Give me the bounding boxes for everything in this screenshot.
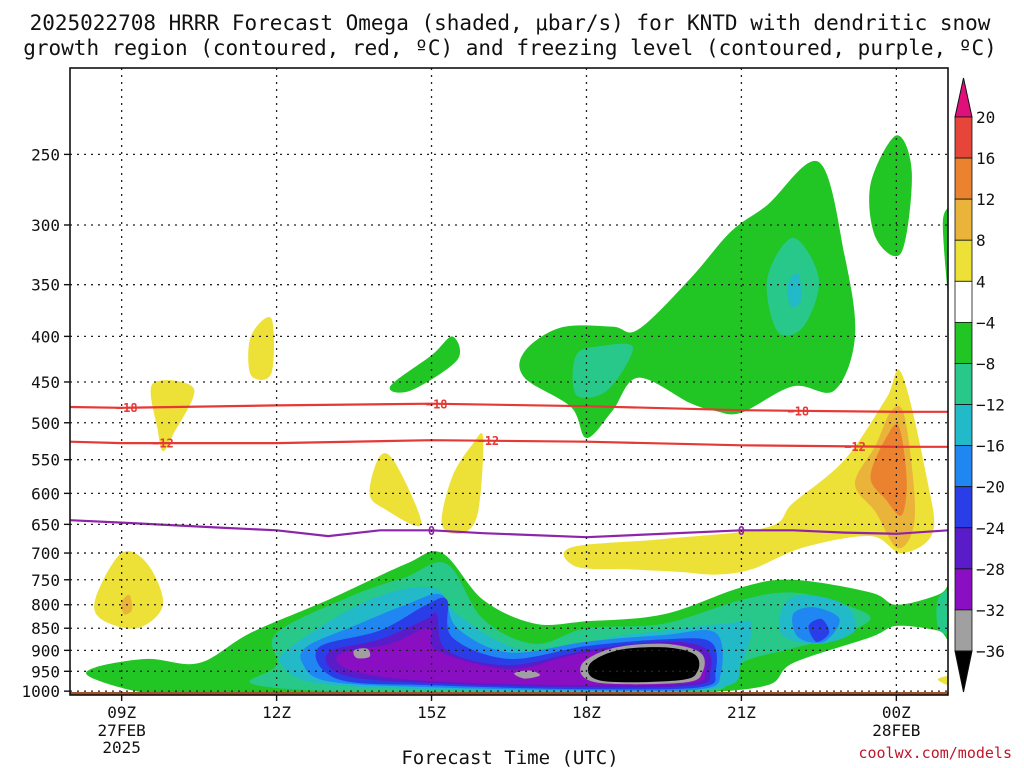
omega-region-16 [942,207,948,296]
y-tick-label-450: 450 [31,373,60,392]
colorbar-segment-12 [954,609,973,652]
colorbar-segment-10 [954,527,973,570]
omega-region-32 [587,647,700,683]
colorbar-label-11: −28 [976,560,1005,579]
colorbar-segment-6 [954,363,973,405]
dendritic-isotherm-0-label-1: −18 [426,397,448,411]
x-tick-sublabel-09Z-0: 27FEB [98,721,146,740]
y-tick-label-850: 850 [31,619,60,638]
omega-region-12 [572,343,634,398]
y-tick-label-750: 750 [31,571,60,590]
colorbar-label-12: −32 [976,601,1005,620]
y-tick-label-800: 800 [31,596,60,615]
colorbar-bottom-arrow [954,650,973,693]
x-axis-label: Forecast Time (UTC) [401,747,618,768]
dendritic-isotherm-1-label-2: −12 [844,440,866,454]
terrain-fill [70,692,948,695]
y-tick-label-1000: 1000 [21,682,60,701]
omega-region-14 [787,272,802,308]
x-tick-label-15Z: 15Z [417,703,446,722]
y-tick-label-650: 650 [31,515,60,534]
colorbar-top-arrow [954,77,973,118]
y-tick-label-500: 500 [31,414,60,433]
omega-region-26 [808,618,830,642]
colorbar-segment-8 [954,445,973,488]
x-tick-label-18Z: 18Z [572,703,601,722]
y-tick-label-300: 300 [31,216,60,235]
x-tick-sublabel-00Z-0: 28FEB [872,721,920,740]
omega-region-5 [441,433,484,534]
colorbar-label-7: −12 [976,396,1005,415]
x-tick-label-21Z: 21Z [727,703,756,722]
colorbar-segment-3 [954,239,973,282]
colorbar-segment-0 [954,116,973,159]
omega-region-10 [389,336,461,393]
y-tick-label-600: 600 [31,484,60,503]
dendritic-isotherm-1-line [70,439,948,448]
axes: 250 300 350 400 450 500 550 600 650 700 750 800 850 9… [21,67,949,757]
omega-region-4 [369,453,422,527]
chart-title-line-2: growth region (contoured, red, ºC) and f… [23,36,997,60]
y-tick-label-550: 550 [31,451,60,470]
dendritic-isotherm-1-label-1: −12 [477,434,499,448]
freezing-level-line [70,519,948,539]
omega-region-6 [563,369,935,575]
y-tick-label-250: 250 [31,145,60,164]
omega-region-15 [869,135,912,257]
y-tick-label-700: 700 [31,544,60,563]
colorbar-label-1: 16 [976,149,995,168]
y-tick-label-350: 350 [31,276,60,295]
omega-region-20 [936,590,948,635]
omega-region-0 [150,380,195,452]
colorbar-label-8: −16 [976,437,1005,456]
omega-region-1 [248,317,275,381]
omega-region-30 [514,670,541,679]
x-tick-label-12Z: 12Z [262,703,291,722]
colorbar-segment-7 [954,404,973,447]
credit-link[interactable]: coolwx.com/models [858,744,1012,762]
dendritic-isotherm-1-label-0: −12 [152,437,174,451]
colorbar-label-0: 20 [976,108,995,127]
x-tick-label-00Z: 00Z [882,703,911,722]
colorbar-segment-4 [954,280,973,323]
x-tick-sublabel-09Z-1: 2025 [102,738,141,757]
dendritic-isotherm-0-line [70,402,948,413]
colorbar-segment-11 [954,568,973,611]
colorbar-label-9: −20 [976,478,1005,497]
plot-area: −18−18−18−12−12−1200 [70,135,948,695]
colorbar-segment-2 [954,198,973,241]
omega-region-2 [94,551,164,629]
colorbar-segment-1 [954,157,973,200]
dendritic-isotherm-0-label-0: −18 [116,401,138,415]
colorbar-label-3: 8 [976,231,986,250]
y-tick-label-400: 400 [31,327,60,346]
y-tick-label-950: 950 [31,662,60,681]
colorbar-segment-9 [954,486,973,529]
colorbar-label-6: −8 [976,354,995,373]
colorbar-label-10: −24 [976,519,1005,538]
chart-title-line-1: 2025022708 HRRR Forecast Omega (shaded, … [30,11,991,35]
colorbar-segment-5 [954,321,973,364]
colorbar-label-2: 12 [976,190,995,209]
x-tick-label-09Z: 09Z [107,703,136,722]
y-tick-label-900: 900 [31,641,60,660]
colorbar-label-4: 4 [976,272,986,291]
colorbar-label-5: −4 [976,313,995,332]
dendritic-isotherm-0-label-2: −18 [787,404,809,418]
colorbar-label-13: −36 [976,642,1005,661]
omega-region-31 [353,648,371,659]
omega-region-9 [937,676,948,686]
colorbar: 20 16 12 8 4 −4 −8 −12 −16 −20 −24 −28 −32 −36 [954,77,1005,693]
